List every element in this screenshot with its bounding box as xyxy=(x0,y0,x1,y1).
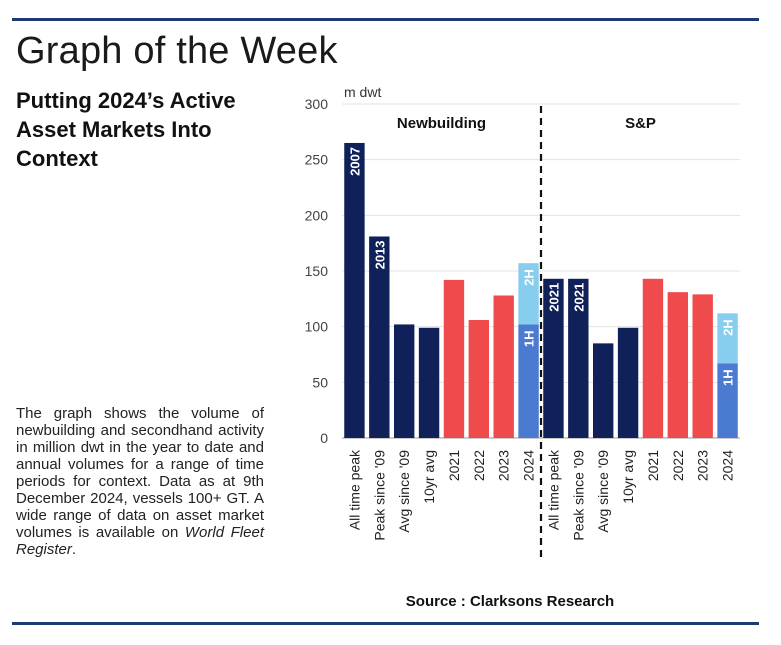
x-tick-label: 2022 xyxy=(670,450,686,481)
x-tick-label: 2021 xyxy=(446,450,462,481)
bar-data-label: 2013 xyxy=(372,240,387,269)
bar xyxy=(543,278,564,438)
panel-title: S&P xyxy=(625,115,656,132)
x-tick-label: 2021 xyxy=(645,450,661,481)
bar-data-label: 2021 xyxy=(571,283,586,312)
bar-data-label: 1H xyxy=(721,369,736,386)
bar xyxy=(369,236,390,438)
bar-data-label: 2021 xyxy=(546,283,561,312)
subtitle: Putting 2024’s Active Asset Markets Into… xyxy=(16,88,236,171)
bar xyxy=(518,324,539,438)
x-tick-label: Peak since '09 xyxy=(371,450,387,541)
y-tick-label: 300 xyxy=(305,96,329,112)
x-tick-label: 2024 xyxy=(720,450,736,481)
x-tick-label: Peak since '09 xyxy=(570,450,586,541)
top-rule xyxy=(12,18,759,21)
x-tick-label: 2023 xyxy=(695,450,711,481)
x-tick-label: 2022 xyxy=(471,450,487,481)
bar xyxy=(667,292,689,438)
x-tick-label: 2024 xyxy=(521,450,537,481)
bar xyxy=(568,278,589,438)
y-tick-label: 50 xyxy=(312,374,328,390)
y-tick-label: 250 xyxy=(305,152,329,168)
bar-data-label: 1H xyxy=(522,330,537,347)
bar xyxy=(717,313,738,364)
panel-title: Newbuilding xyxy=(397,115,486,132)
bar xyxy=(617,327,639,438)
x-tick-label: All time peak xyxy=(346,449,362,530)
x-tick-label: All time peak xyxy=(545,449,561,530)
bottom-rule xyxy=(12,622,759,625)
x-tick-label: 10yr avg xyxy=(620,450,636,504)
x-tick-label: 10yr avg xyxy=(421,450,437,504)
description-end: . xyxy=(71,541,77,558)
x-tick-label: 2023 xyxy=(496,450,512,481)
y-tick-label: 150 xyxy=(305,263,329,279)
bar xyxy=(393,324,415,438)
x-tick-label: Avg since '09 xyxy=(396,450,412,533)
description-body: The graph shows the volume of newbuildin… xyxy=(16,405,264,541)
bar-data-label: 2007 xyxy=(347,147,362,176)
bar-data-label: 2H xyxy=(721,319,736,336)
y-tick-label: 100 xyxy=(305,319,329,335)
bar xyxy=(592,343,614,438)
volume-bar-chart: m dwt 0 50 100 150 200 250 300 Newbuilding 2007 Al… xyxy=(305,84,740,562)
bar xyxy=(418,327,440,438)
description-text: The graph shows the volume of newbuildin… xyxy=(16,405,264,558)
bar xyxy=(443,279,465,438)
page-title: Graph of the Week xyxy=(16,30,338,72)
y-axis-label: m dwt xyxy=(344,84,381,100)
x-tick-label: Avg since '09 xyxy=(595,450,611,533)
bar xyxy=(493,295,514,438)
bar xyxy=(518,263,539,325)
y-tick-label: 200 xyxy=(305,207,329,223)
bar xyxy=(344,142,365,438)
bar xyxy=(468,319,490,438)
bar xyxy=(692,294,713,438)
world-fleet-register-name: World Fleet Register xyxy=(16,524,264,558)
bar-data-label: 2H xyxy=(522,269,537,286)
bar xyxy=(717,363,738,438)
y-tick-label: 0 xyxy=(320,430,328,446)
bar xyxy=(642,278,664,438)
source-note: Source : Clarksons Research xyxy=(405,593,615,610)
